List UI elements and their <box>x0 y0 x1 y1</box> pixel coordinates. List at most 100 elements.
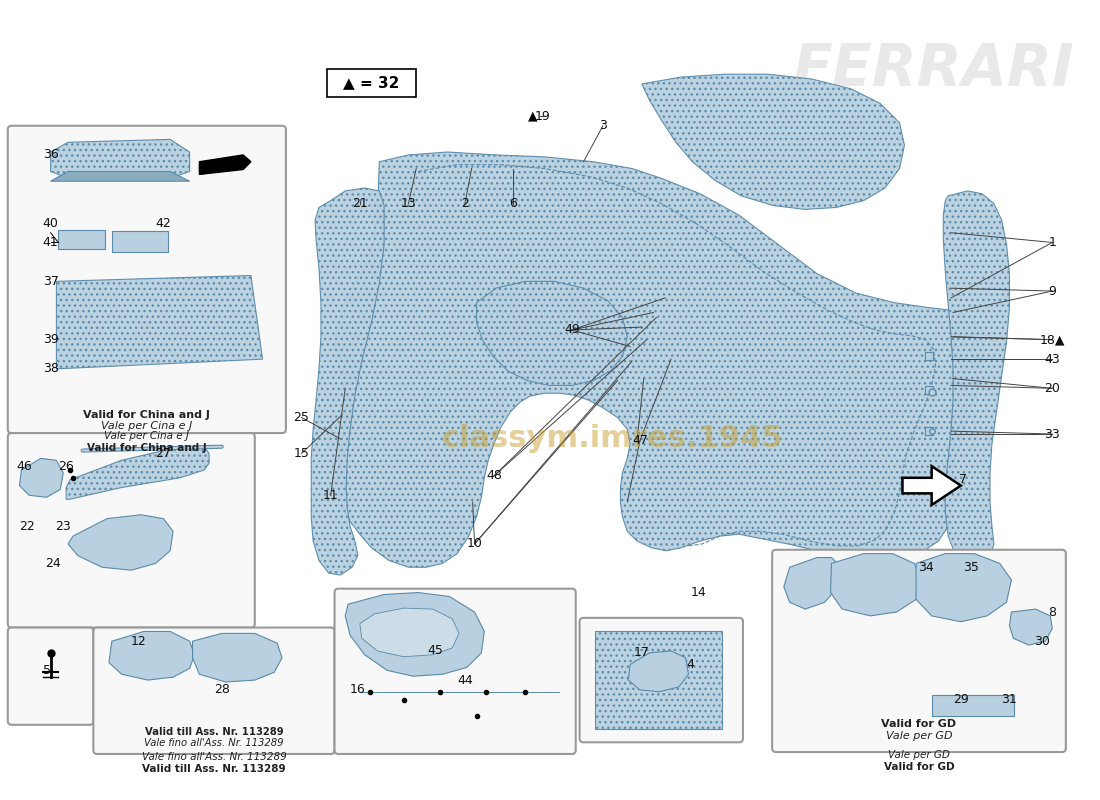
Text: 3: 3 <box>600 119 607 132</box>
Text: 36: 36 <box>43 149 58 162</box>
Text: 46: 46 <box>16 460 32 473</box>
Text: 14: 14 <box>691 586 706 599</box>
Text: 38: 38 <box>43 362 58 375</box>
Text: 25: 25 <box>294 411 309 424</box>
FancyBboxPatch shape <box>8 433 255 627</box>
Text: 15: 15 <box>294 447 309 460</box>
Text: 40: 40 <box>43 217 58 230</box>
Text: 13: 13 <box>400 197 416 210</box>
Text: 28: 28 <box>213 683 230 696</box>
Text: 11: 11 <box>322 489 339 502</box>
Text: Valid till Ass. Nr. 113289: Valid till Ass. Nr. 113289 <box>142 764 286 774</box>
Polygon shape <box>476 282 627 386</box>
Text: 37: 37 <box>43 275 58 288</box>
Text: 24: 24 <box>45 557 62 570</box>
Text: 22: 22 <box>20 520 35 533</box>
Text: 4: 4 <box>686 658 694 671</box>
Text: 6: 6 <box>509 197 517 210</box>
FancyBboxPatch shape <box>327 70 416 97</box>
Text: 1: 1 <box>1048 236 1056 249</box>
Text: 44: 44 <box>456 674 473 686</box>
FancyBboxPatch shape <box>334 589 575 754</box>
FancyBboxPatch shape <box>925 386 933 394</box>
Text: ▲: ▲ <box>528 110 538 122</box>
Polygon shape <box>199 155 251 174</box>
Text: 33: 33 <box>1044 427 1060 441</box>
Text: 12: 12 <box>130 634 146 648</box>
Text: ▲ = 32: ▲ = 32 <box>343 75 399 90</box>
FancyBboxPatch shape <box>8 627 94 725</box>
Text: 34: 34 <box>917 561 934 574</box>
Text: Vale per GD: Vale per GD <box>886 730 953 741</box>
Text: Valid for China and J: Valid for China and J <box>87 442 207 453</box>
Text: 45: 45 <box>428 645 443 658</box>
Text: Vale per GD: Vale per GD <box>888 750 950 760</box>
Text: 29: 29 <box>953 693 969 706</box>
Text: 42: 42 <box>155 217 172 230</box>
FancyBboxPatch shape <box>925 352 933 360</box>
Text: 39: 39 <box>43 334 58 346</box>
Polygon shape <box>1010 609 1053 645</box>
Polygon shape <box>66 446 209 499</box>
Polygon shape <box>109 631 195 680</box>
Text: 27: 27 <box>155 447 172 460</box>
FancyBboxPatch shape <box>58 230 104 250</box>
Text: 10: 10 <box>466 538 483 550</box>
Text: 19: 19 <box>535 110 550 122</box>
Polygon shape <box>916 554 1011 622</box>
Polygon shape <box>51 139 189 178</box>
Text: 17: 17 <box>634 646 650 659</box>
Text: Valid for China and J: Valid for China and J <box>84 410 210 420</box>
Polygon shape <box>902 466 960 505</box>
Text: 47: 47 <box>632 434 648 447</box>
Text: 26: 26 <box>58 460 74 473</box>
FancyBboxPatch shape <box>772 550 1066 752</box>
FancyBboxPatch shape <box>925 427 933 435</box>
Text: 7: 7 <box>959 474 967 486</box>
Text: 20: 20 <box>1044 382 1060 395</box>
Polygon shape <box>56 275 263 369</box>
Text: 48: 48 <box>486 470 502 482</box>
Text: 23: 23 <box>55 520 72 533</box>
FancyBboxPatch shape <box>112 230 168 252</box>
FancyBboxPatch shape <box>932 694 1014 716</box>
Polygon shape <box>595 631 722 729</box>
Text: 8: 8 <box>1048 606 1056 618</box>
Text: Vale per Cina e J: Vale per Cina e J <box>101 422 192 431</box>
Text: Valid till Ass. Nr. 113289: Valid till Ass. Nr. 113289 <box>144 726 284 737</box>
Polygon shape <box>192 634 282 682</box>
Polygon shape <box>345 593 484 676</box>
Text: Vale fino all'Ass. Nr. 113289: Vale fino all'Ass. Nr. 113289 <box>144 738 284 749</box>
FancyBboxPatch shape <box>8 126 286 433</box>
Text: 2: 2 <box>461 197 469 210</box>
Polygon shape <box>51 171 189 181</box>
Text: 43: 43 <box>1044 353 1060 366</box>
Text: 41: 41 <box>43 236 58 249</box>
Polygon shape <box>944 191 1010 566</box>
Polygon shape <box>628 651 689 692</box>
Text: 31: 31 <box>1002 693 1018 706</box>
Text: 18▲: 18▲ <box>1040 334 1065 346</box>
Polygon shape <box>20 458 63 498</box>
Polygon shape <box>336 152 982 567</box>
Text: Valid for GD: Valid for GD <box>883 762 955 772</box>
Text: 5: 5 <box>43 664 51 677</box>
FancyBboxPatch shape <box>94 627 334 754</box>
Text: 9: 9 <box>1048 285 1056 298</box>
Polygon shape <box>68 514 173 570</box>
Text: 35: 35 <box>962 561 979 574</box>
FancyBboxPatch shape <box>580 618 742 742</box>
Text: 16: 16 <box>350 683 366 696</box>
Polygon shape <box>311 188 384 575</box>
Polygon shape <box>784 558 842 609</box>
Text: Vale fino all'Ass. Nr. 113289: Vale fino all'Ass. Nr. 113289 <box>142 752 286 762</box>
Text: Vale per Cina e J: Vale per Cina e J <box>104 431 189 441</box>
Text: 49: 49 <box>564 323 580 337</box>
Text: classym.imres.1945: classym.imres.1945 <box>442 424 783 454</box>
Text: 30: 30 <box>1035 634 1050 648</box>
Text: 21: 21 <box>352 197 367 210</box>
Polygon shape <box>360 608 459 657</box>
Text: FERRARI: FERRARI <box>793 41 1075 98</box>
Polygon shape <box>830 554 922 616</box>
Text: Valid for GD: Valid for GD <box>881 719 957 729</box>
